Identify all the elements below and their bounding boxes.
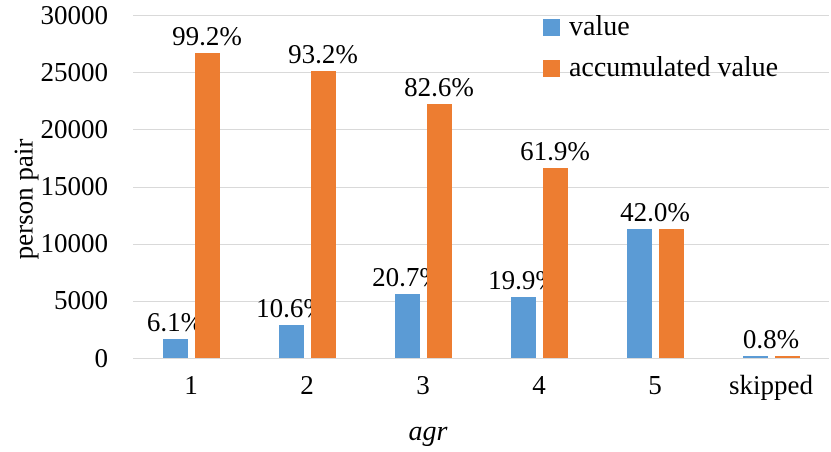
bar-accumulated-value-2 xyxy=(310,71,336,358)
y-tick-label: 15000 xyxy=(40,171,109,201)
bar-value-4 xyxy=(510,296,536,358)
legend-item-value: value xyxy=(543,10,778,44)
legend-label-value: value xyxy=(569,11,630,42)
legend-label-accumulated-value: accumulated value xyxy=(569,52,779,83)
gridline xyxy=(133,300,829,302)
percent-label: 42.0% xyxy=(620,196,690,227)
y-tick-label: 30000 xyxy=(40,0,109,30)
gridline xyxy=(133,358,829,359)
x-tick-label: 5 xyxy=(648,370,662,400)
gridline xyxy=(133,243,829,245)
gridline xyxy=(133,186,829,188)
percent-label: 93.2% xyxy=(288,39,358,70)
x-tick-label: 1 xyxy=(184,370,198,400)
percent-label: 82.6% xyxy=(404,72,474,103)
y-tick-label: 5000 xyxy=(54,285,108,316)
x-tick-label: 3 xyxy=(416,370,430,400)
legend-item-accumulated-value: accumulated value xyxy=(543,51,778,85)
bar-accumulated-value-skipped xyxy=(774,355,800,358)
percent-label: 6.1% xyxy=(146,307,204,338)
bar-value-5 xyxy=(626,228,652,358)
bar-value-1 xyxy=(162,339,188,358)
bar-accumulated-value-5 xyxy=(658,228,684,358)
plot-area: 6.1% 99.2% 10.6% 93.2% 20.7% 82.6% 19.9% 61.9% 4… xyxy=(133,15,829,359)
accumulated-value-series-swatch xyxy=(543,59,560,77)
y-tick-label: 0 xyxy=(94,342,109,373)
gridline xyxy=(133,129,829,131)
y-tick-label: 20000 xyxy=(40,113,109,144)
percent-label: 61.9% xyxy=(520,135,590,166)
gridline xyxy=(133,72,829,74)
percent-label: 99.2% xyxy=(172,20,242,51)
bar-value-2 xyxy=(278,325,304,358)
x-tick-label: skipped xyxy=(729,370,813,400)
gridline xyxy=(133,15,829,16)
percent-label: 0.8% xyxy=(742,323,800,354)
bar-value-skipped xyxy=(742,355,768,358)
value-series-swatch xyxy=(543,18,560,36)
y-tick-label: 10000 xyxy=(40,228,109,259)
x-axis-title: agr xyxy=(408,416,448,447)
bar-accumulated-value-1 xyxy=(194,52,220,358)
y-tick-label: 25000 xyxy=(40,56,109,87)
bar-accumulated-value-4 xyxy=(542,167,568,358)
legend: value accumulated value xyxy=(543,10,778,85)
x-tick-label: 4 xyxy=(532,370,546,400)
bar-accumulated-value-3 xyxy=(426,104,452,358)
bar-value-3 xyxy=(394,294,420,358)
x-tick-label: 2 xyxy=(300,370,314,400)
